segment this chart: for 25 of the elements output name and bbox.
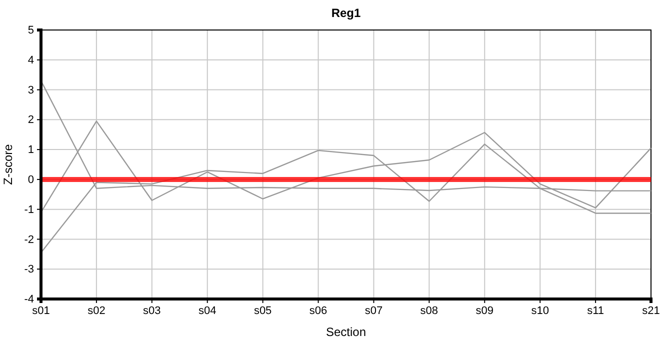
x-tick-label: s02	[88, 304, 106, 317]
x-tick-label: s21	[642, 304, 660, 317]
y-tick-label: -2	[24, 234, 34, 246]
x-tick-label: s07	[364, 304, 383, 317]
x-tick-label: s10	[531, 304, 549, 317]
y-axis-title: Z-score	[1, 144, 15, 185]
chart-title: Reg1	[331, 6, 361, 20]
x-tick-label: s08	[420, 304, 438, 317]
x-tick-label: s11	[587, 304, 604, 317]
x-tick-label: s06	[309, 304, 328, 317]
y-tick-label: -1	[24, 204, 34, 216]
y-tick-label: 2	[28, 114, 34, 126]
y-tick-label: 1	[28, 144, 34, 156]
x-tick-label: s03	[143, 304, 161, 317]
y-tick-label: -3	[24, 264, 34, 276]
x-tick-label: s05	[254, 304, 272, 317]
x-axis-title: Section	[326, 325, 366, 339]
x-tick-label: s04	[198, 304, 216, 317]
y-tick-label: -4	[24, 294, 34, 306]
y-tick-label: 4	[28, 54, 34, 66]
y-tick-label: 3	[28, 84, 34, 96]
y-tick-label: 5	[28, 24, 34, 37]
y-tick-label: 0	[28, 174, 34, 186]
x-tick-label: s09	[476, 304, 494, 317]
x-tick-label: s01	[32, 304, 50, 317]
